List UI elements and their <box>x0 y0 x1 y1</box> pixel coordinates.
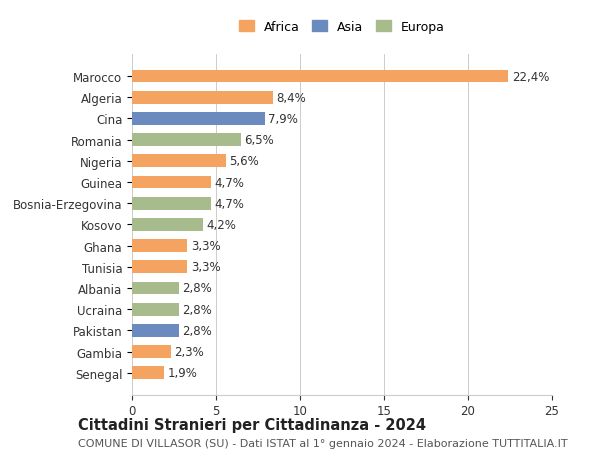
Text: 2,8%: 2,8% <box>182 303 212 316</box>
Text: 1,9%: 1,9% <box>167 366 197 380</box>
Bar <box>132 346 170 358</box>
Bar <box>132 134 241 147</box>
Text: 8,4%: 8,4% <box>277 91 306 105</box>
Bar <box>132 367 164 379</box>
Text: 3,3%: 3,3% <box>191 261 220 274</box>
Text: 4,7%: 4,7% <box>214 176 244 189</box>
Text: COMUNE DI VILLASOR (SU) - Dati ISTAT al 1° gennaio 2024 - Elaborazione TUTTITALI: COMUNE DI VILLASOR (SU) - Dati ISTAT al … <box>78 438 568 448</box>
Bar <box>132 71 508 83</box>
Bar <box>132 197 211 210</box>
Text: Cittadini Stranieri per Cittadinanza - 2024: Cittadini Stranieri per Cittadinanza - 2… <box>78 417 426 432</box>
Text: 4,2%: 4,2% <box>206 218 236 231</box>
Legend: Africa, Asia, Europa: Africa, Asia, Europa <box>235 17 449 38</box>
Bar <box>132 261 187 274</box>
Bar <box>132 176 211 189</box>
Bar <box>132 303 179 316</box>
Bar <box>132 155 226 168</box>
Text: 2,8%: 2,8% <box>182 282 212 295</box>
Text: 2,8%: 2,8% <box>182 324 212 337</box>
Bar <box>132 282 179 295</box>
Text: 3,3%: 3,3% <box>191 240 220 252</box>
Text: 4,7%: 4,7% <box>214 197 244 210</box>
Text: 2,3%: 2,3% <box>174 345 204 358</box>
Text: 22,4%: 22,4% <box>512 70 549 84</box>
Text: 7,9%: 7,9% <box>268 112 298 126</box>
Bar <box>132 113 265 125</box>
Bar <box>132 240 187 252</box>
Text: 6,5%: 6,5% <box>245 134 274 147</box>
Bar <box>132 92 273 104</box>
Text: 5,6%: 5,6% <box>229 155 259 168</box>
Bar <box>132 325 179 337</box>
Bar <box>132 218 203 231</box>
